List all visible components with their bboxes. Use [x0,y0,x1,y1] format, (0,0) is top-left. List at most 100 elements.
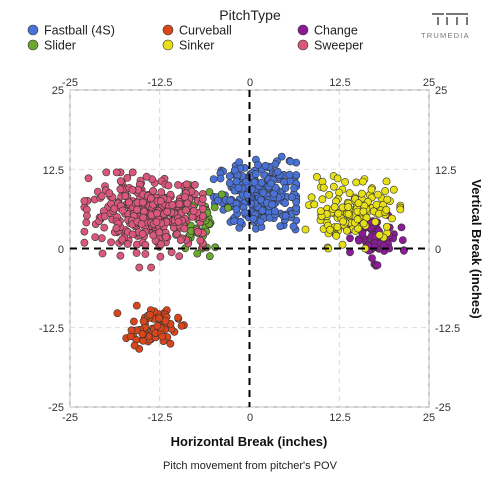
y-tick-right-1: -12.5 [435,323,460,335]
point-change [397,223,406,232]
point-fastball-4s [232,205,241,214]
point-sweeper [102,168,111,177]
legend-swatch-slider [27,39,39,51]
point-fastball-4s [225,172,234,180]
point-fastball-4s [230,217,239,225]
point-change [346,234,354,243]
point-sweeper [175,252,184,261]
point-curveball [146,310,154,319]
point-curveball [132,301,141,310]
legend-swatch-sweeper [297,39,309,51]
point-sinker [382,222,391,231]
point-fastball-4s [256,217,265,226]
point-fastball-4s [235,158,244,166]
point-sinker [333,174,342,183]
point-curveball [139,317,148,326]
point-sweeper [198,204,207,213]
point-sinker [396,205,405,214]
legend-label-fastball: Fastball (4S) [44,24,115,38]
point-sweeper [98,249,107,258]
point-sweeper [112,224,121,233]
x-tick-bottom-4: 25 [423,412,435,424]
y-tick-right-3: 12.5 [435,165,456,177]
point-sweeper [175,200,184,208]
legend-swatch-change [297,24,309,36]
point-sweeper [132,249,141,257]
point-sinker [338,240,347,249]
point-sweeper [163,207,172,216]
point-sweeper [82,218,91,227]
point-fastball-4s [290,184,298,192]
point-sweeper [137,220,146,228]
point-sinker [383,195,392,204]
point-curveball [127,326,136,335]
point-sweeper [110,204,119,213]
point-curveball [138,330,147,338]
point-fastball-4s [273,167,282,176]
point-change [373,261,382,269]
point-sweeper [156,252,165,261]
legend-swatch-curveball [162,24,174,36]
y-tick-left-4: 25 [52,85,64,97]
point-sweeper [153,209,161,218]
point-slider [211,243,220,252]
point-sinker [354,224,362,233]
point-sweeper [97,192,106,200]
point-fastball-4s [257,178,266,187]
point-fastball-4s [230,166,239,175]
point-sinker [333,223,342,231]
point-sinker [316,207,325,215]
point-sinker [345,189,354,198]
legend-item-sweeper: Sweeper [297,39,363,53]
legend-label-sweeper: Sweeper [314,39,363,53]
point-sinker [359,207,368,216]
legend-title: PitchType [219,7,281,23]
point-sweeper [190,180,199,189]
point-sweeper [80,227,89,236]
point-curveball [166,339,175,348]
point-sweeper [152,217,161,226]
point-sweeper [133,205,141,214]
point-sweeper [198,194,207,203]
point-sweeper [100,212,109,221]
legend-item-sinker: Sinker [162,39,214,53]
brand-name: TRUMEDIA [421,31,470,40]
point-fastball-4s [289,222,298,231]
point-sweeper [97,234,106,243]
point-sinker [330,202,339,211]
point-sinker [371,217,380,226]
point-fastball-4s [209,175,218,183]
point-change [354,236,363,245]
point-sinker [373,190,382,199]
point-sweeper [121,191,130,200]
legend-swatch-sinker [162,39,174,51]
point-sweeper [141,250,150,258]
trumedia-logo: TRUMEDIA [421,13,470,40]
legend: PitchType Fastball (4S) Curveball Change… [27,7,363,53]
legend-item-slider: Slider [27,39,76,53]
y-tick-left-2: 0 [58,244,64,256]
point-sinker [318,195,327,204]
point-sweeper [84,174,93,183]
point-sinker [358,177,367,186]
x-tick-bottom-3: 12.5 [329,412,350,424]
point-sinker [312,172,321,181]
point-sweeper [118,235,127,244]
point-curveball [174,313,182,322]
point-sweeper [182,180,191,189]
point-sinker [335,188,343,197]
x-tick-bottom-0: -25 [62,412,78,424]
point-sweeper [196,236,205,245]
point-curveball [153,321,162,330]
point-sweeper [156,197,165,205]
point-sinker [354,199,363,208]
x-tick-bottom-1: -12.5 [147,412,172,424]
point-sweeper [164,181,173,190]
point-slider [224,203,232,212]
point-sinker [381,187,390,195]
point-sinker [344,203,353,211]
point-sweeper [181,206,190,215]
point-sinker [326,225,334,234]
point-sweeper [189,207,198,215]
